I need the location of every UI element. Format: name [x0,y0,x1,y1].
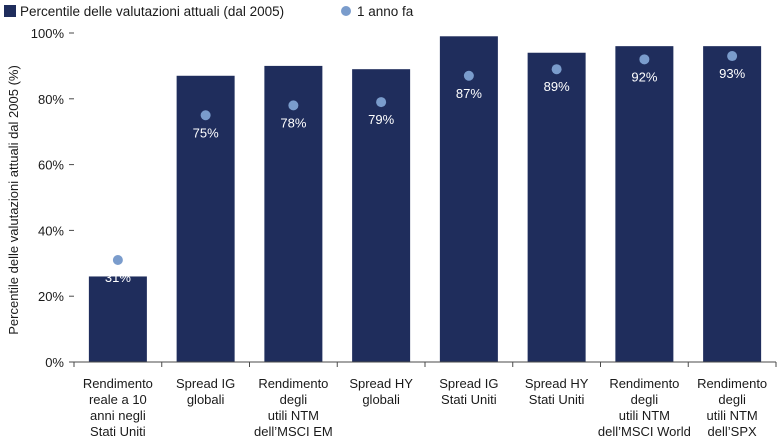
y-tick-label: 60% [38,158,64,173]
bar [264,65,323,363]
bar [527,52,586,363]
x-category-label-line: Spread HY [349,376,413,391]
x-category-label-line: reale a 10 [89,392,147,407]
bar [88,276,147,362]
x-category-label-line: Spread IG [176,376,235,391]
x-category-label-line: degli [631,392,659,407]
dot-point [727,51,738,62]
bar [176,75,235,363]
x-category-label-line: globali [187,392,225,407]
x-category-label-line: dell’MSCI EM [254,424,333,439]
x-category-label-line: Stati Uniti [441,392,497,407]
dot-data-label: 75% [193,125,219,140]
dot-data-label: 89% [544,79,570,94]
dot-point [551,64,562,75]
x-category-label: Rendimento reale a 10 anni negli Stati Unit… [83,376,153,439]
bar [703,46,762,362]
dot-point [200,110,211,121]
x-category-label: Spread IG globali [176,376,235,407]
x-category-label: Spread IG Stati Uniti [439,376,498,407]
dot-point [376,97,387,108]
x-category-label-line: Spread IG [439,376,498,391]
dot-point [288,100,299,111]
bar [615,46,674,362]
dot-data-label: 93% [719,66,745,81]
y-tick-label: 100% [31,26,65,41]
x-category-label-line: degli [280,392,308,407]
y-tick-label: 80% [38,92,64,107]
x-category-label-line: Rendimento [83,376,153,391]
legend-bar-label: Percentile delle valutazioni attuali (da… [20,4,284,19]
bars [88,36,762,363]
x-category-label-line: dell’MSCI World [598,424,691,439]
y-tick-label: 40% [38,223,64,238]
x-category-label-line: Stati Uniti [529,392,585,407]
dot-point [112,255,123,266]
y-axis-label: Percentile delle valutazioni attuali dal… [6,65,21,335]
x-category-label-line: utili NTM [268,408,319,423]
x-category-label-line: Rendimento [609,376,679,391]
bar [352,69,411,362]
x-category-label-line: Stati Uniti [90,424,146,439]
x-category-label-line: utili NTM [619,408,670,423]
dots: 31% 75% 78% 79% 87% 89% 92% 93% [105,51,746,285]
y-ticks: 0% 20% 40% 60% 80% 100% [31,26,74,370]
x-category-label-line: utili NTM [706,408,757,423]
x-category-label: Spread HY globali [349,376,413,407]
y-tick-label: 0% [45,355,64,370]
dot-data-label: 31% [105,270,131,285]
legend: Percentile delle valutazioni attuali (da… [4,4,414,19]
x-category-label-line: Rendimento [697,376,767,391]
x-labels: Rendimento reale a 10 anni negli Stati Unit… [73,362,777,439]
x-category-label-line: Spread HY [525,376,589,391]
x-category-label: Spread HY Stati Uniti [525,376,589,407]
x-category-label-line: degli [718,392,746,407]
dot-point [463,70,474,81]
bar [439,36,498,362]
dot-data-label: 92% [631,69,657,84]
x-category-label-line: Rendimento [258,376,328,391]
y-tick-label: 20% [38,289,64,304]
x-category-label-line: dell’SPX [708,424,757,439]
x-category-label-line: anni negli [90,408,146,423]
dot-data-label: 87% [456,86,482,101]
x-category-label-line: globali [362,392,400,407]
legend-bar-swatch [4,5,16,17]
x-category-label: Rendimento degli utili NTM dell’MSCI World [598,376,691,439]
dot-data-label: 78% [280,115,306,130]
dot-point [639,54,650,65]
legend-dot-label: 1 anno fa [357,4,414,19]
legend-dot-swatch [341,6,351,16]
x-category-label: Rendimento degli utili NTM dell’SPX [697,376,767,439]
dot-data-label: 79% [368,112,394,127]
x-category-label: Rendimento degli utili NTM dell’MSCI EM [254,376,333,439]
